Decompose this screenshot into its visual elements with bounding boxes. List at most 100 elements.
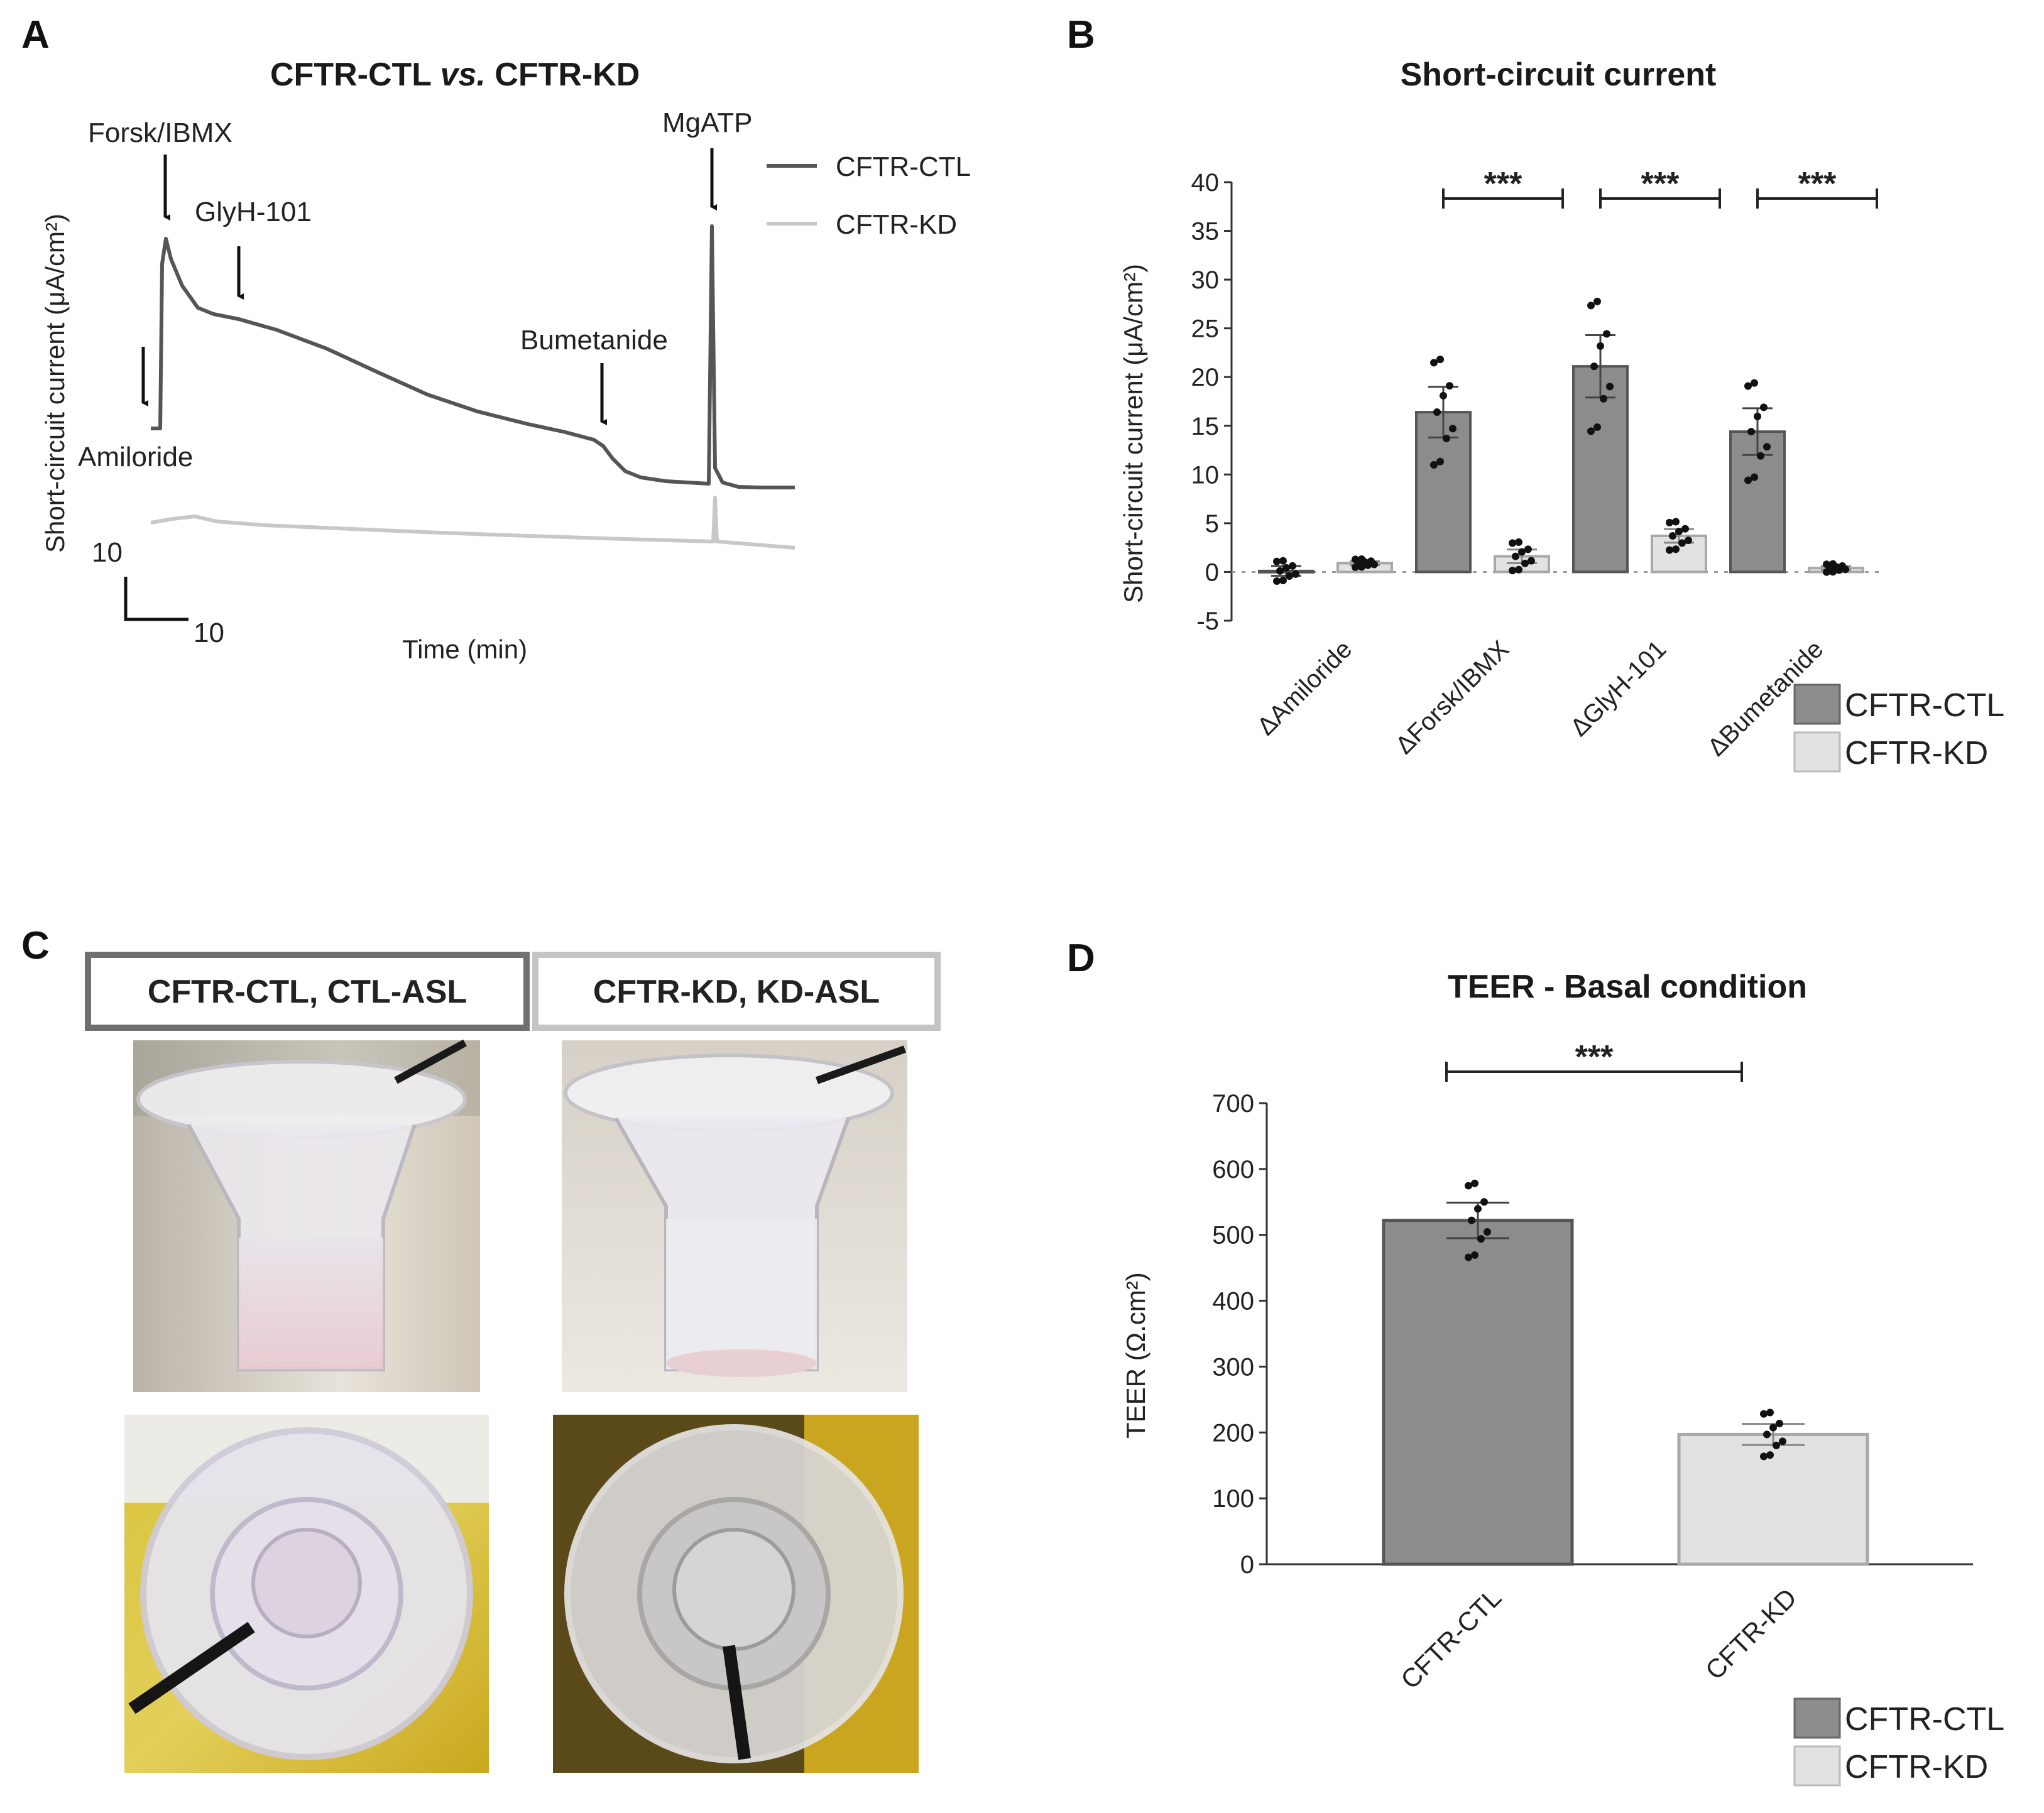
trace-cftr-kd [150,496,795,550]
data-point [1484,1228,1491,1236]
panel-b-ylabel: Short-circuit current (μA/cm²) [1118,264,1148,603]
data-point [1443,435,1450,443]
legend-label-ctl-b: CFTR-CTL [1845,687,2004,724]
panel-d-title: TEER - Basal condition [1448,969,1807,1005]
data-point [1273,577,1281,585]
data-point [1685,536,1692,545]
data-point [1757,452,1764,460]
legend-label-kd-b: CFTR-KD [1845,735,1988,771]
data-point [1751,379,1758,387]
bar-cftr-ctl [1382,1219,1574,1566]
data-point [1763,443,1771,451]
data-point [1279,557,1287,565]
legend-label-ctl-d: CFTR-CTL [1845,1701,2004,1738]
data-point [1587,302,1595,310]
panel-a: A CFTR-CTL vs. CFTR-KD Short-circuit cur… [21,13,971,664]
data-point [1367,557,1375,565]
annotation-mgatp: MgATP [662,107,752,138]
data-point [1776,1419,1783,1427]
data-point [1509,539,1516,547]
significance-bracket [1599,188,1721,209]
panel-a-title: CFTR-CTL vs. CFTR-KD [270,57,640,93]
annotation-amiloride: Amiloride [78,442,193,472]
data-point [1430,460,1438,469]
y-tick-label: 25 [1191,315,1220,343]
significance-bracket [1756,188,1878,209]
data-point [1754,412,1761,420]
legend-label-kd-d: CFTR-KD [1845,1749,1988,1785]
data-point [1829,560,1837,568]
legend-swatch-ctl-b [1793,683,1841,725]
legend-label-kd: CFTR-KD [836,209,957,240]
data-point [1449,425,1456,433]
bar-cftr-kd [1677,1432,1869,1566]
data-point [1779,1437,1786,1446]
y-tick-label: 15 [1191,413,1220,440]
y-tick-label: 0 [1240,1551,1254,1579]
significance-label: *** [1484,166,1522,202]
panel-d: D TEER - Basal condition TEER (Ω.cm²) 70… [1067,937,2004,1787]
data-point [1279,577,1287,585]
data-point [1593,423,1601,431]
panel-b: B Short-circuit current Short-circuit cu… [1067,13,2004,773]
data-point [1666,518,1673,526]
chart-teer: 700 600 500 400 300 200 100 0 CFTR-CTL CFTR-KD *** [1212,1039,1973,1695]
data-point [1666,546,1673,554]
data-point [1273,557,1281,565]
y-tick-label: 10 [1191,461,1220,489]
data-point [1289,562,1296,570]
data-point [1669,532,1676,540]
data-point [1468,1216,1475,1224]
y-tick-label: 100 [1212,1485,1254,1513]
data-point [1675,527,1683,535]
condition-label-kd: CFTR-KD, KD-ASL [593,974,880,1010]
y-tick-label: 400 [1212,1288,1254,1315]
data-point [1509,567,1516,575]
data-point [1430,359,1438,367]
data-point [1587,427,1595,435]
data-point [1744,476,1752,484]
panel-b-title: Short-circuit current [1401,57,1717,93]
legend-swatch-kd-b [1793,731,1841,773]
y-tick-label: 0 [1205,558,1219,586]
panel-label-b: B [1067,13,1095,57]
photo-kd-top [553,1415,919,1773]
y-tick-label: 600 [1212,1156,1254,1184]
data-point [1521,559,1529,567]
data-point [1436,356,1444,364]
data-point [1446,382,1453,390]
data-point [1480,1198,1488,1206]
y-tick-label: 40 [1191,169,1220,197]
data-point [1286,572,1293,580]
data-point [1524,545,1532,553]
data-point [1515,565,1522,574]
data-point [1436,457,1444,466]
y-tick-label: 35 [1191,218,1220,246]
panel-c: C CFTR-CTL, CTL-ASL CFTR-KD, KD-ASL [21,924,941,1773]
bar-cftr-ctl-1 [1415,411,1472,574]
data-point [1465,1182,1472,1190]
photo-ctl-side [133,1039,480,1392]
category-label: CFTR-KD [1700,1582,1803,1685]
data-point [1471,1179,1478,1187]
data-point [1518,548,1526,556]
data-point [1763,1430,1771,1439]
scale-bar-x-label: 10 [194,618,224,648]
category-label: CFTR-CTL [1395,1582,1507,1694]
data-point [1474,1205,1482,1213]
category-label: ΔAmiloride [1252,635,1357,741]
data-point [1600,395,1607,403]
significance-label: *** [1575,1039,1614,1075]
y-tick-label: 200 [1212,1419,1254,1447]
data-point [1477,1235,1485,1243]
data-point [1744,382,1752,390]
photo-ctl-top [124,1415,489,1773]
annotation-forsk-ibmx: Forsk/IBMX [88,117,232,148]
panel-label-c: C [21,924,50,967]
photo-kd-side [562,1040,907,1392]
data-point [1292,570,1299,578]
data-point [1681,525,1689,533]
category-label: ΔForsk/IBMX [1391,635,1515,760]
scale-bar-y-label: 10 [92,537,123,568]
